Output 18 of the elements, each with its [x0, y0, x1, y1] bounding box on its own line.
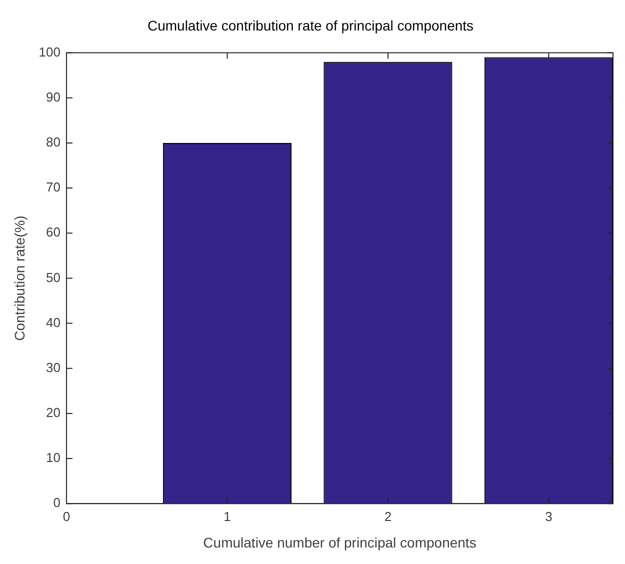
x-axis-title: Cumulative number of principal components [203, 534, 476, 550]
y-tick-label: 100 [38, 44, 60, 60]
y-tick-label: 10 [46, 450, 60, 466]
chart-title: Cumulative contribution rate of principal components [147, 17, 474, 34]
y-tick-label: 0 [53, 495, 60, 510]
y-tick-label: 90 [46, 89, 60, 104]
x-tick-label: 3 [545, 508, 552, 524]
y-tick-label: 60 [46, 224, 60, 240]
y-tick-label: 40 [46, 314, 60, 330]
x-tick-label: 0 [62, 508, 70, 524]
y-tick-label: 70 [46, 180, 60, 195]
y-axis-title: Contribution rate(%) [11, 216, 28, 341]
y-tick-label: 30 [46, 360, 60, 375]
y-tick-label: 20 [46, 405, 60, 420]
x-tick-label: 2 [384, 508, 392, 524]
y-tick-label: 80 [46, 134, 60, 150]
x-tick-label: 1 [224, 508, 231, 524]
y-tick-label: 50 [46, 270, 60, 285]
